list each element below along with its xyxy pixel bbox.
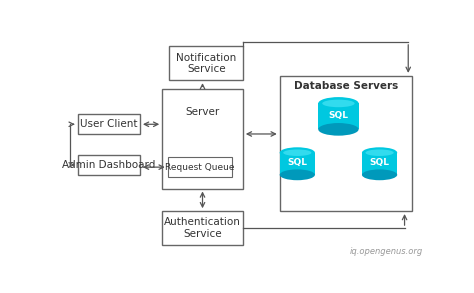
FancyBboxPatch shape [280, 76, 412, 211]
FancyBboxPatch shape [280, 153, 315, 175]
Ellipse shape [365, 149, 394, 156]
Ellipse shape [362, 169, 397, 180]
FancyBboxPatch shape [362, 153, 397, 175]
Text: Authentication
Service: Authentication Service [164, 217, 241, 239]
Text: Notification
Service: Notification Service [176, 52, 237, 74]
Ellipse shape [322, 100, 355, 107]
Text: SQL: SQL [328, 111, 348, 120]
Ellipse shape [283, 149, 311, 156]
Ellipse shape [280, 147, 315, 158]
Text: iq.opengenus.org: iq.opengenus.org [350, 247, 423, 256]
Text: Server: Server [185, 107, 219, 117]
Text: Database Servers: Database Servers [294, 81, 398, 91]
Text: SQL: SQL [370, 158, 390, 167]
Text: User Client: User Client [80, 119, 137, 129]
FancyBboxPatch shape [318, 103, 359, 129]
FancyBboxPatch shape [78, 114, 140, 134]
FancyBboxPatch shape [78, 155, 140, 175]
FancyBboxPatch shape [168, 157, 232, 177]
Text: Admin Dashboard: Admin Dashboard [62, 160, 155, 170]
Text: SQL: SQL [287, 158, 307, 167]
FancyBboxPatch shape [169, 47, 243, 80]
Text: Request Queue: Request Queue [165, 163, 235, 172]
Ellipse shape [318, 123, 359, 136]
FancyBboxPatch shape [162, 211, 243, 245]
FancyBboxPatch shape [162, 89, 243, 189]
Ellipse shape [362, 147, 397, 158]
Ellipse shape [280, 169, 315, 180]
Ellipse shape [318, 97, 359, 110]
